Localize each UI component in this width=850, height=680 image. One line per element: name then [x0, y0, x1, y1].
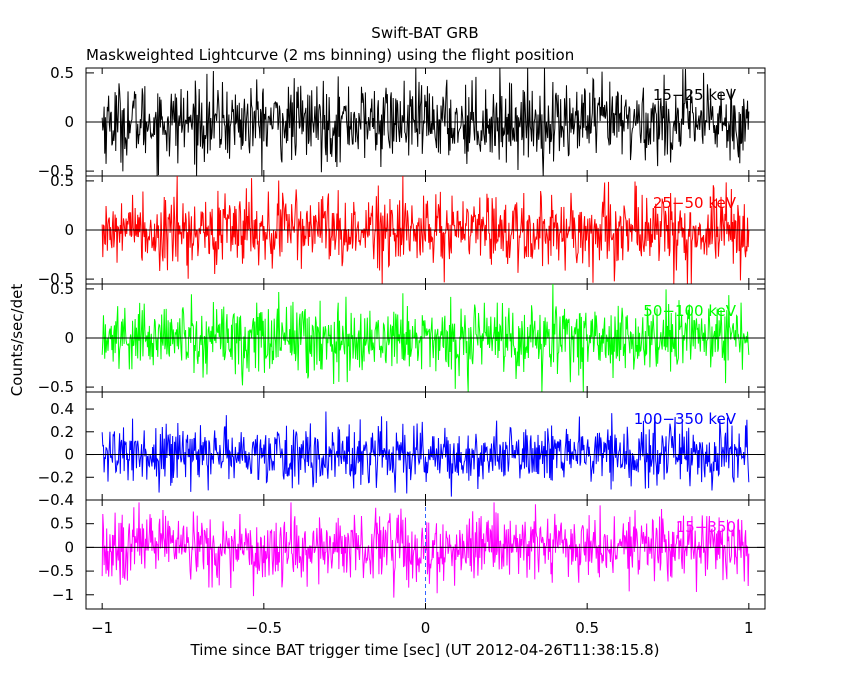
- y-axis-label: Counts/sec/det: [8, 284, 26, 397]
- band-label: 50−100 keV: [643, 302, 736, 320]
- panel-15-25-kev: 15−25 keV −0.5 0 0.5: [38, 64, 766, 180]
- panel-15-350-kev: 15−350 −1 −0.5 0 0.5: [38, 499, 766, 610]
- y-tick-label: −0.2: [38, 468, 74, 486]
- y-tick-label: −1: [52, 586, 74, 604]
- y-tick-label: 0.2: [50, 423, 74, 441]
- y-tick-label: 0.5: [50, 280, 74, 298]
- x-tick-label: −1: [91, 619, 113, 637]
- x-ticks-group: −1 −0.5 0 0.5 1: [91, 619, 754, 637]
- panel-50-100-kev: 50−100 keV −0.5 0 0.5: [38, 280, 766, 396]
- y-tick-label: −0.5: [38, 270, 74, 288]
- y-tick-label: −0.5: [38, 562, 74, 580]
- y-tick-label: 0: [64, 538, 74, 556]
- y-tick-label: 0.5: [50, 64, 74, 82]
- chart-title: Swift-BAT GRB: [371, 24, 478, 42]
- series-line-100-350-kev: [101, 411, 750, 497]
- band-label: 15−350: [676, 518, 736, 536]
- panels-group: 15−25 keV−0.500.525−50 keV−0.500.550−100…: [38, 64, 766, 610]
- y-tick-label: −0.5: [38, 378, 74, 396]
- y-tick-label: 0: [64, 329, 74, 347]
- y-tick-label: 0.4: [50, 400, 74, 418]
- chart-subtitle: Maskweighted Lightcurve (2 ms binning) u…: [86, 46, 574, 64]
- y-tick-label: −0.4: [38, 491, 74, 509]
- x-tick-label: 0.5: [575, 619, 599, 637]
- panel-25-50-kev: 25−50 keV −0.5 0 0.5: [38, 172, 766, 288]
- x-tick-label: 0: [421, 619, 431, 637]
- series-line-50-100-kev: [101, 283, 750, 393]
- y-tick-label: 0: [64, 446, 74, 464]
- band-label: 25−50 keV: [653, 194, 737, 212]
- y-tick-label: 0: [64, 221, 74, 239]
- band-label: 15−25 keV: [653, 86, 737, 104]
- panel-100-350-kev: 100−350 keV −0.4 −0.2 0 0.2 0.4: [38, 391, 766, 509]
- y-tick-label: −0.5: [38, 162, 74, 180]
- y-tick-label: 0: [64, 113, 74, 131]
- series-line-15-350-kev: [101, 502, 750, 598]
- x-tick-label: 1: [744, 619, 754, 637]
- y-tick-label: 0.5: [50, 515, 74, 533]
- series-line-25-50-kev: [101, 175, 750, 285]
- x-axis-label: Time since BAT trigger time [sec] (UT 20…: [190, 641, 660, 659]
- x-tick-label: −0.5: [246, 619, 282, 637]
- y-tick-label: 0.5: [50, 172, 74, 190]
- band-label: 100−350 keV: [634, 410, 737, 428]
- series-line-15-25-kev: [101, 67, 750, 177]
